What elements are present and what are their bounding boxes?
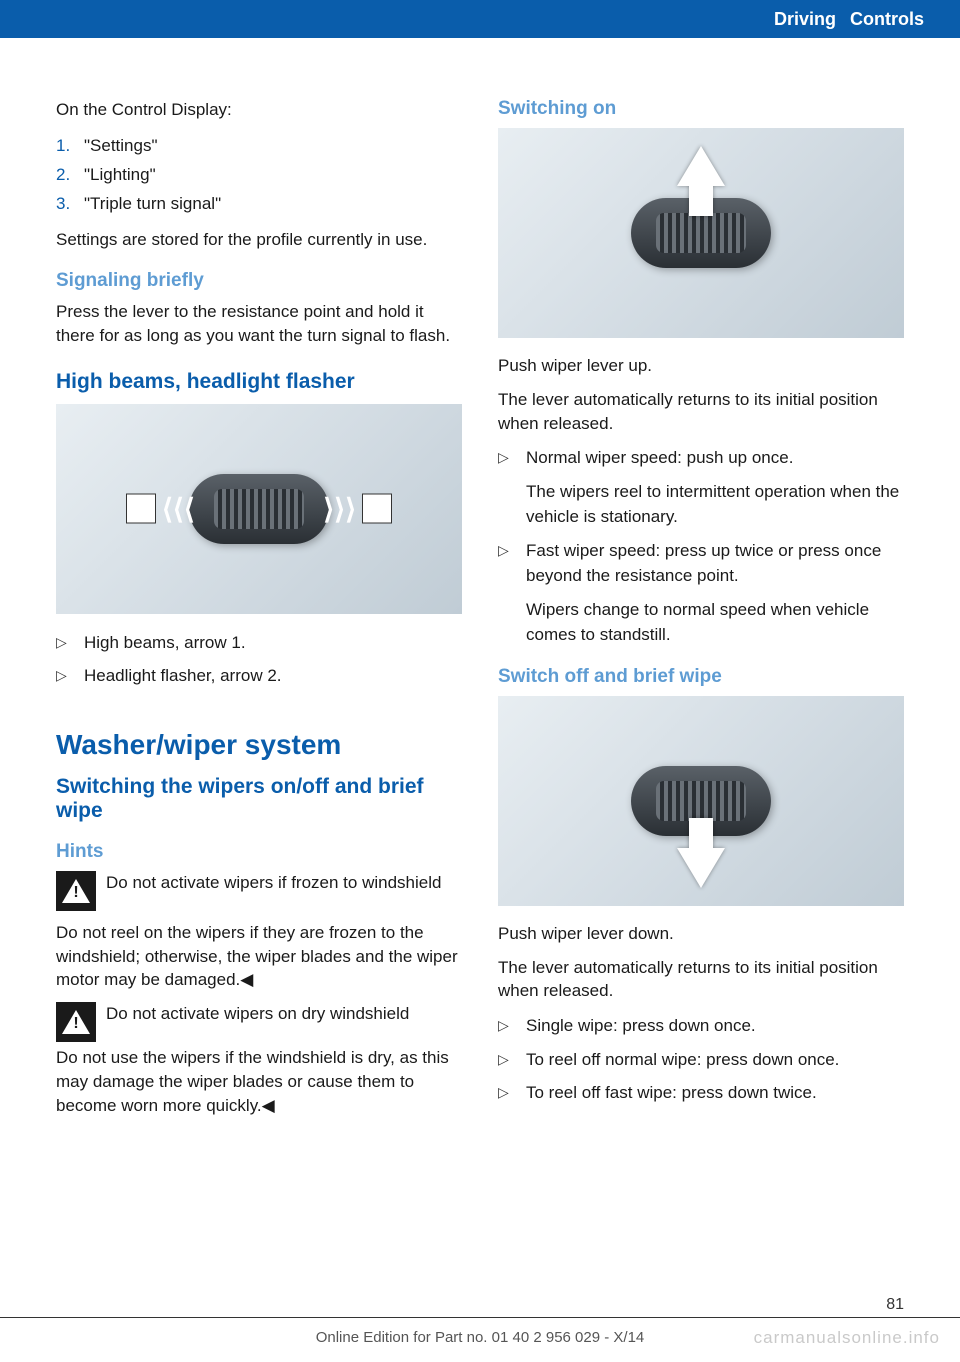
washer-wiper-heading: Washer/wiper system <box>56 729 462 761</box>
header-section: Driving <box>774 9 836 30</box>
list-item: To reel off fast wipe: press down twice. <box>498 1080 904 1106</box>
hint1-body: Do not reel on the wipers if they are fr… <box>56 921 462 992</box>
step-text: "Settings" <box>84 136 158 155</box>
warning-icon <box>56 871 96 911</box>
right-column: Switching on Push wiper lever up. The le… <box>498 98 904 1128</box>
footer-divider <box>0 1317 960 1318</box>
signaling-body: Press the lever to the resistance point … <box>56 300 462 348</box>
diagram-num-1: 1 <box>126 494 156 524</box>
switching-on-heading: Switching on <box>498 98 904 120</box>
highbeams-diagram: 1 ⟨⟨⟨ ⟩⟩⟩ 2 <box>56 404 462 614</box>
hint-block-2: Do not activate wipers on dry windshield <box>56 1002 462 1042</box>
return-down-text: The lever automatically returns to its i… <box>498 956 904 1004</box>
step-item: 1. "Settings" <box>56 132 462 161</box>
hint1-lead: Do not activate wipers if frozen to wind… <box>106 871 462 895</box>
intro-text: On the Control Display: <box>56 98 462 122</box>
arrow-glyph: ⟩⟩⟩ <box>323 492 356 525</box>
step-num: 2. <box>56 161 70 190</box>
switching-on-list: Normal wiper speed: push up once. The wi… <box>498 445 904 648</box>
return-up-text: The lever automatically returns to its i… <box>498 388 904 436</box>
arrow-up-icon <box>677 146 725 186</box>
step-text: "Lighting" <box>84 165 156 184</box>
left-column: On the Control Display: 1. "Settings" 2. "… <box>56 98 462 1128</box>
header-bar: Driving Controls <box>0 0 960 38</box>
page-content: On the Control Display: 1. "Settings" 2. "… <box>0 38 960 1128</box>
step-item: 2. "Lighting" <box>56 161 462 190</box>
arrow-down-icon <box>677 848 725 888</box>
item-main: Fast wiper speed: press up twice or pres… <box>526 541 881 586</box>
push-down-text: Push wiper lever down. <box>498 922 904 946</box>
stored-text: Settings are stored for the profile curr… <box>56 228 462 252</box>
arrow-glyph: ⟨⟨⟨ <box>162 492 195 525</box>
item-sub: The wipers reel to intermittent operatio… <box>526 479 904 530</box>
page-number: 81 <box>886 1296 904 1314</box>
item-main: Normal wiper speed: push up once. <box>526 448 793 467</box>
item-sub: Wipers change to normal speed when ve­hi… <box>526 597 904 648</box>
lever-ribs <box>656 213 746 253</box>
highbeams-heading: High beams, headlight flasher <box>56 370 462 394</box>
switch-off-diagram <box>498 696 904 906</box>
push-up-text: Push wiper lever up. <box>498 354 904 378</box>
lever-shape <box>189 474 329 544</box>
hint2-lead: Do not activate wipers on dry windshield <box>106 1002 462 1026</box>
highbeams-list: High beams, arrow 1. Headlight flasher, … <box>56 630 462 689</box>
step-num: 3. <box>56 190 70 219</box>
step-item: 3. "Triple turn signal" <box>56 190 462 219</box>
list-item: High beams, arrow 1. <box>56 630 462 656</box>
switching-on-diagram <box>498 128 904 338</box>
step-text: "Triple turn signal" <box>84 194 221 213</box>
signaling-briefly-heading: Signaling briefly <box>56 270 462 292</box>
lever-ribs <box>214 489 304 529</box>
list-item: To reel off normal wipe: press down once… <box>498 1047 904 1073</box>
list-item: Fast wiper speed: press up twice or pres… <box>498 538 904 648</box>
settings-steps: 1. "Settings" 2. "Lighting" 3. "Triple turn… <box>56 132 462 219</box>
hint-block-1: Do not activate wipers if frozen to wind… <box>56 871 462 911</box>
switch-off-heading: Switch off and brief wipe <box>498 666 904 688</box>
hints-heading: Hints <box>56 841 462 863</box>
arrow-right-icon: ⟩⟩⟩ 2 <box>323 492 392 525</box>
switching-onoff-heading: Switching the wipers on/off and brief wi… <box>56 775 462 823</box>
arrow-left-icon: 1 ⟨⟨⟨ <box>126 492 195 525</box>
warning-icon <box>56 1002 96 1042</box>
lever-ribs <box>656 781 746 821</box>
header-tab: Controls <box>850 9 924 30</box>
step-num: 1. <box>56 132 70 161</box>
watermark: carmanualsonline.info <box>754 1328 940 1348</box>
switch-off-list: Single wipe: press down once. To reel of… <box>498 1013 904 1106</box>
list-item: Headlight flasher, arrow 2. <box>56 663 462 689</box>
hint2-body: Do not use the wipers if the windshield … <box>56 1046 462 1117</box>
list-item: Single wipe: press down once. <box>498 1013 904 1039</box>
list-item: Normal wiper speed: push up once. The wi… <box>498 445 904 530</box>
diagram-num-2: 2 <box>362 494 392 524</box>
